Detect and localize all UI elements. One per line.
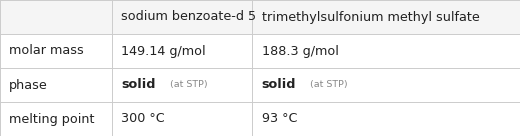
Text: solid: solid [262,78,296,92]
Text: phase: phase [9,78,48,92]
Text: 149.14 g/mol: 149.14 g/mol [121,44,206,58]
Text: molar mass: molar mass [9,44,84,58]
Text: 300 °C: 300 °C [121,112,165,126]
Text: (at STP): (at STP) [170,81,207,89]
Text: solid: solid [121,78,155,92]
Text: 93 °C: 93 °C [262,112,297,126]
Text: 188.3 g/mol: 188.3 g/mol [262,44,339,58]
Text: (at STP): (at STP) [310,81,348,89]
Text: melting point: melting point [9,112,95,126]
Text: sodium benzoate-d 5: sodium benzoate-d 5 [121,10,256,24]
Text: trimethylsulfonium methyl sulfate: trimethylsulfonium methyl sulfate [262,10,479,24]
Bar [0,0,520,34]
